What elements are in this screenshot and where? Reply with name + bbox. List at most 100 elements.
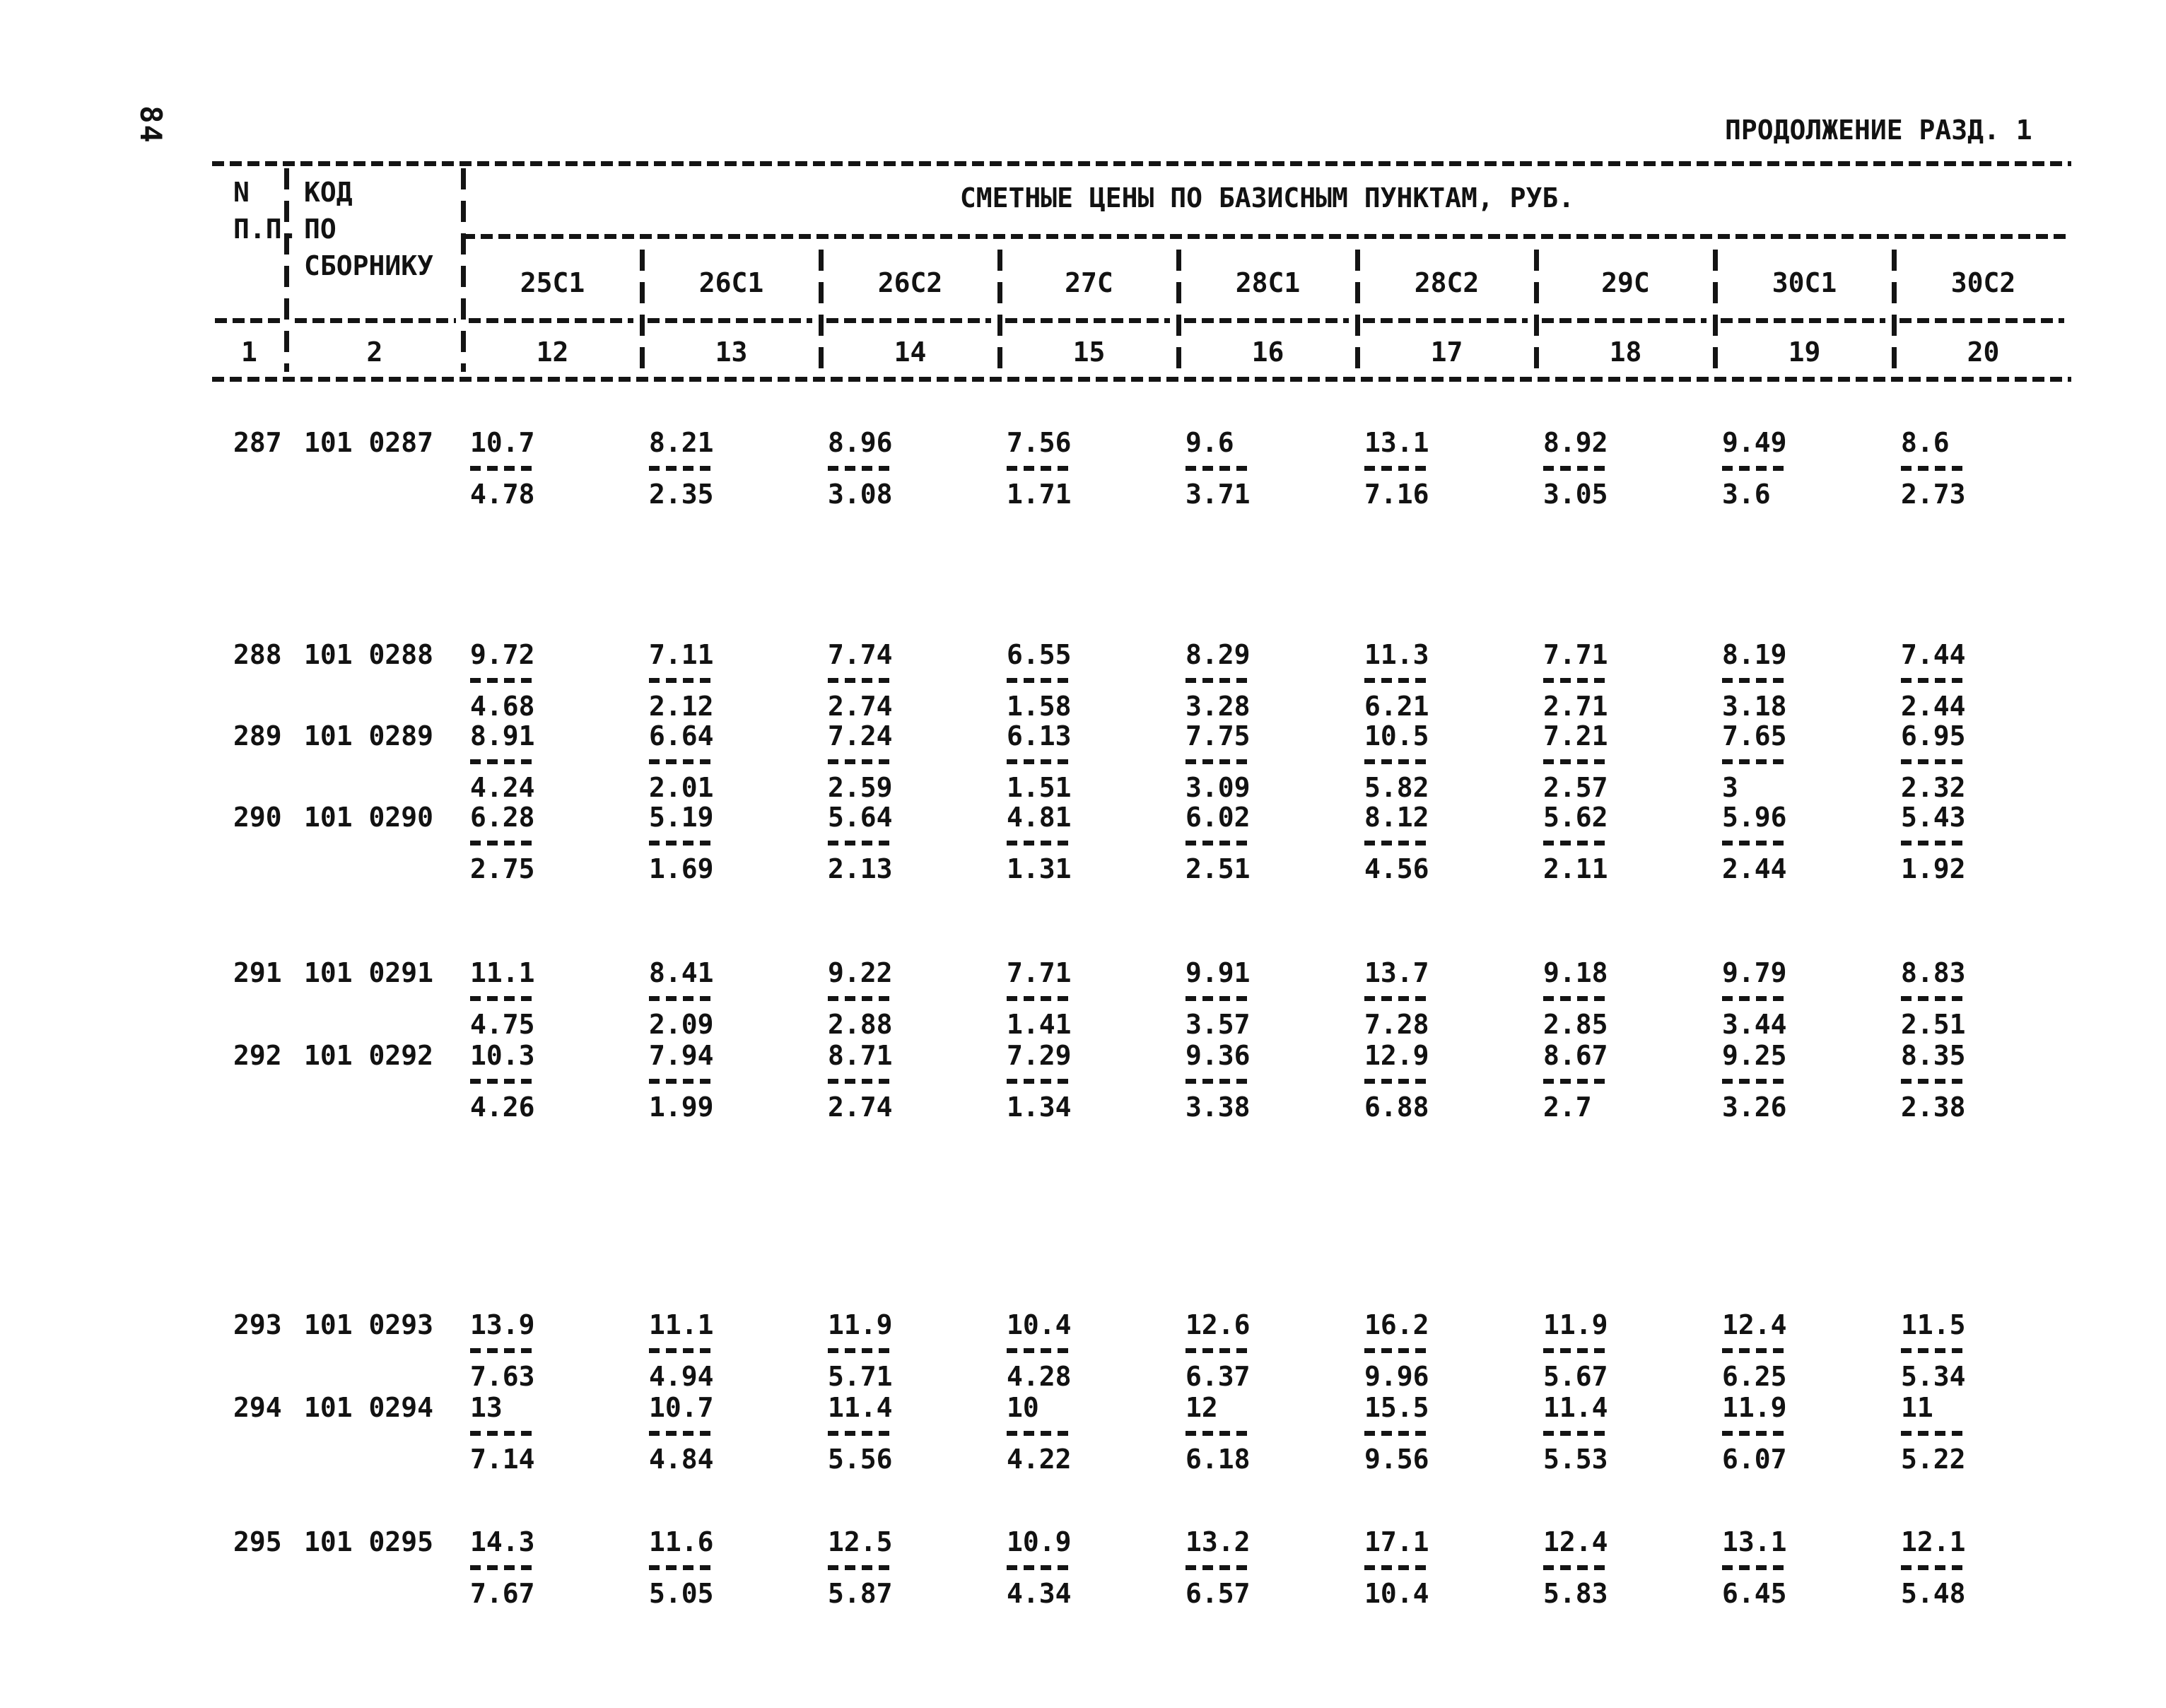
column-number: 12: [536, 337, 569, 368]
table-row: 292 101 0292 10.3 4.26 7.94 1.99 8.71 2.74 7.29 1…: [212, 1041, 2071, 1122]
page-number: 84: [133, 105, 168, 144]
price-numerator: 10: [1007, 1392, 1039, 1423]
price-denominator: 2.57: [1543, 772, 1608, 803]
price-numerator: 10.9: [1007, 1526, 1072, 1557]
column-header-prices-span: СМЕТНЫЕ ЦЕНЫ ПО БАЗИСНЫМ ПУНКТАМ, РУБ.: [959, 182, 1575, 214]
price-denominator: 2.88: [828, 1009, 893, 1040]
fraction-rule: [649, 1079, 711, 1084]
table-row: 291 101 0291 11.1 4.75 8.41 2.09 9.22 2.88 7.71 1…: [212, 958, 2071, 1039]
price-numerator: 8.92: [1543, 427, 1608, 458]
fraction-rule: [1543, 1431, 1605, 1436]
fraction-rule: [828, 1565, 890, 1570]
table-header: N П.П. КОД ПО СБОРНИКУ СМЕТНЫЕ ЦЕНЫ ПО Б…: [212, 161, 2071, 382]
price-fraction-cell: 9.25 3.26: [1715, 1041, 1894, 1122]
price-denominator: 2.44: [1722, 853, 1787, 884]
price-denominator: 2.74: [828, 691, 893, 722]
price-denominator: 4.75: [470, 1009, 535, 1040]
column-separator: [997, 250, 1002, 372]
price-numerator: 6.28: [470, 802, 535, 833]
price-denominator: 4.22: [1007, 1444, 1072, 1475]
price-fraction-cell: 11.9 5.67: [1536, 1310, 1715, 1391]
price-denominator: 3.08: [828, 479, 893, 510]
price-denominator: 10.4: [1364, 1578, 1429, 1609]
header-segment-rule-part: [826, 318, 991, 323]
fraction-rule: [1722, 1565, 1784, 1570]
fraction-rule: [1543, 466, 1605, 471]
price-numerator: 8.91: [470, 720, 535, 751]
fraction-rule: [1901, 1565, 1963, 1570]
fraction-rule: [1901, 759, 1963, 764]
row-number: 291: [233, 957, 282, 988]
price-denominator: 6.07: [1722, 1444, 1787, 1475]
header-segment-rule-part: [1721, 318, 1885, 323]
price-denominator: 3.57: [1186, 1009, 1251, 1040]
price-denominator: 5.67: [1543, 1361, 1608, 1392]
price-numerator: 15.5: [1364, 1392, 1429, 1423]
row-code: 101 0289: [304, 720, 434, 751]
price-numerator: 8.41: [649, 957, 714, 988]
price-denominator: 4.24: [470, 772, 535, 803]
price-denominator: 6.18: [1186, 1444, 1251, 1475]
price-denominator: 7.28: [1364, 1009, 1429, 1040]
row-number: 289: [233, 720, 282, 751]
fraction-rule: [1543, 1079, 1605, 1084]
fraction-rule: [1364, 466, 1427, 471]
price-numerator: 11.4: [1543, 1392, 1608, 1423]
price-fraction-cell: 7.65 3: [1715, 721, 1894, 802]
fraction-rule: [1901, 1348, 1963, 1353]
price-fraction-cell: 5.96 2.44: [1715, 802, 1894, 884]
column-separator: [819, 250, 824, 372]
price-fraction-cell: 15.5 9.56: [1357, 1393, 1536, 1474]
price-denominator: 2.51: [1186, 853, 1251, 884]
price-numerator: 5.62: [1543, 802, 1608, 833]
column-separator: [1713, 250, 1718, 372]
row-code: 101 0292: [304, 1040, 434, 1071]
row-code: 101 0293: [304, 1309, 434, 1340]
price-numerator: 9.18: [1543, 957, 1608, 988]
price-denominator: 5.82: [1364, 772, 1429, 803]
fraction-rule: [1364, 1431, 1427, 1436]
price-fraction-cell: 13.2 6.57: [1178, 1527, 1357, 1608]
price-numerator: 13.7: [1364, 957, 1429, 988]
price-fraction-cell: 9.79 3.44: [1715, 958, 1894, 1039]
price-numerator: 6.64: [649, 720, 714, 751]
fraction-rule: [649, 1348, 711, 1353]
price-numerator: 7.21: [1543, 720, 1608, 751]
price-denominator: 5.34: [1901, 1361, 1966, 1392]
table-row: 294 101 0294 13 7.14 10.7 4.84 11.4 5.56 10 4.22 1…: [212, 1393, 2071, 1474]
fraction-rule: [1364, 1565, 1427, 1570]
price-numerator: 12.4: [1543, 1526, 1608, 1557]
price-fraction-cell: 7.11 2.12: [642, 640, 821, 721]
price-fraction-cell: 8.92 3.05: [1536, 428, 1715, 509]
fraction-rule: [1186, 1431, 1248, 1436]
price-numerator: 8.71: [828, 1040, 893, 1071]
fraction-rule: [1186, 466, 1248, 471]
price-fraction-cell: 12.6 6.37: [1178, 1310, 1357, 1391]
price-denominator: 4.26: [470, 1092, 535, 1123]
fraction-rule: [1007, 466, 1069, 471]
price-denominator: 6.57: [1186, 1578, 1251, 1609]
row-number: 295: [233, 1526, 282, 1557]
fraction-rule: [1364, 841, 1427, 846]
price-fraction-cell: 8.19 3.18: [1715, 640, 1894, 721]
fraction-rule: [470, 996, 532, 1001]
price-fraction-cell: 6.55 1.58: [1000, 640, 1178, 721]
table-top-rule: [212, 161, 2071, 166]
price-numerator: 13.1: [1364, 427, 1429, 458]
fraction-rule: [1722, 759, 1784, 764]
column-number: 20: [1967, 337, 2000, 368]
price-numerator: 13.9: [470, 1309, 535, 1340]
price-numerator: 17.1: [1364, 1526, 1429, 1557]
fraction-rule: [1007, 759, 1069, 764]
header-segment-rule-part: [1542, 318, 1707, 323]
price-fraction-cell: 7.71 1.41: [1000, 958, 1178, 1039]
price-fraction-cell: 13.1 6.45: [1715, 1527, 1894, 1608]
price-fraction-cell: 12.4 5.83: [1536, 1527, 1715, 1608]
price-numerator: 5.64: [828, 802, 893, 833]
price-denominator: 4.94: [649, 1361, 714, 1392]
price-numerator: 11.1: [649, 1309, 714, 1340]
price-numerator: 7.56: [1007, 427, 1072, 458]
price-numerator: 14.3: [470, 1526, 535, 1557]
column-separator: [640, 250, 645, 372]
price-numerator: 8.96: [828, 427, 893, 458]
